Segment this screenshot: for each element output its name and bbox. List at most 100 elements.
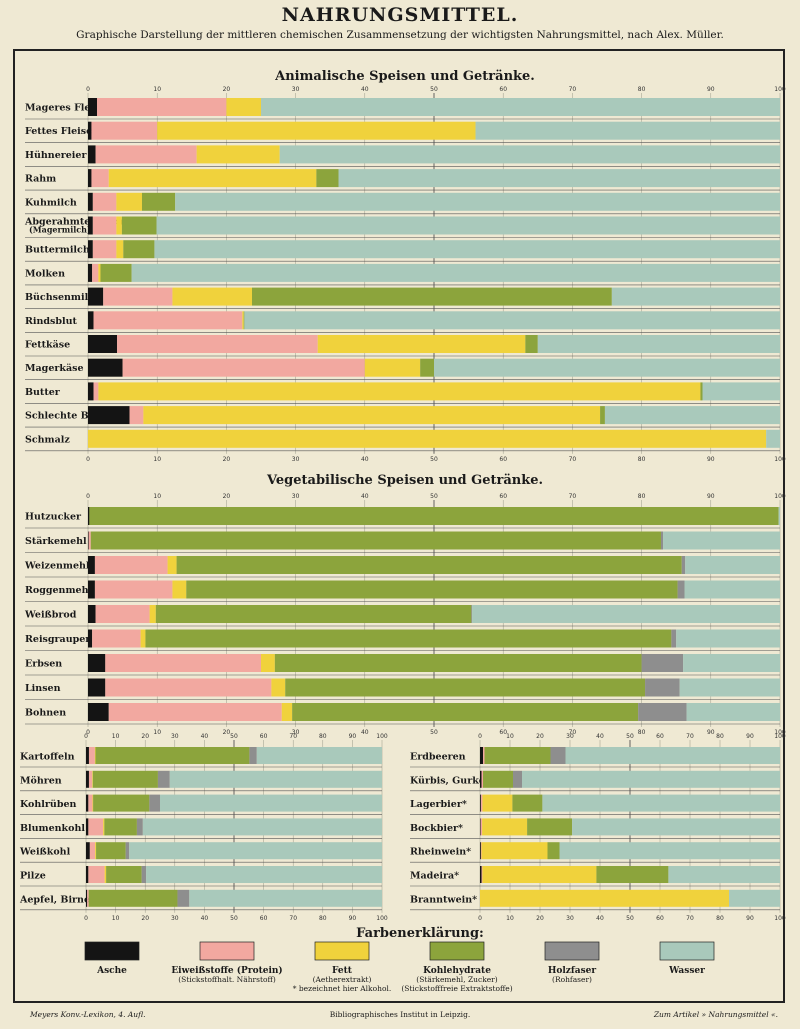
x-tick-label: 70 bbox=[289, 915, 297, 922]
x-tick-label: 80 bbox=[319, 915, 327, 922]
bar-segment-kohlehydrate bbox=[92, 770, 158, 788]
footer-center: Bibliographisches Institut in Leipzig. bbox=[329, 1010, 471, 1019]
x-tick-label: 20 bbox=[223, 729, 231, 736]
x-tick-label: 80 bbox=[638, 493, 646, 500]
bar-segment-wasser bbox=[189, 889, 382, 907]
bar-segment-asche bbox=[480, 842, 481, 860]
bar-segment-kohlehydrate bbox=[186, 580, 678, 599]
bar-row-schlechte-butter: Schlechte Butter bbox=[25, 406, 780, 428]
bar-row-blumenkohl: Blumenkohl bbox=[20, 818, 382, 839]
bar-segment-kohlehydrate bbox=[292, 703, 639, 721]
bar-row-reisgraupen: Reisgraupen bbox=[25, 629, 780, 651]
bar-segment-fett bbox=[481, 842, 548, 860]
bar-segment-asche bbox=[88, 311, 94, 330]
bar-segment-fett bbox=[98, 382, 701, 401]
category-label: Magerkäse bbox=[25, 363, 84, 374]
bar-row-erbsen: Erbsen bbox=[25, 654, 780, 676]
bar-row-buechsenmilch: Büchsenmilch bbox=[25, 287, 780, 309]
bar-segment-asche bbox=[88, 629, 93, 648]
bar-segment-wasser bbox=[686, 703, 780, 721]
bar-segment-wasser bbox=[338, 169, 780, 188]
bar-segment-eiweiss bbox=[94, 580, 173, 599]
x-tick-label: 10 bbox=[153, 86, 161, 93]
bar-row-weisskohl: Weißkohl bbox=[19, 842, 382, 863]
x-tick-label: 10 bbox=[112, 733, 120, 740]
x-tick-label: 50 bbox=[430, 86, 438, 93]
x-tick-label: 0 bbox=[86, 456, 90, 463]
bar-segment-fett bbox=[271, 678, 286, 697]
bar-segment-fett bbox=[92, 770, 93, 788]
x-tick-label: 100 bbox=[774, 493, 786, 500]
category-label: Schmalz bbox=[25, 434, 70, 445]
bar-segment-wasser bbox=[778, 507, 780, 525]
bar-segment-eiweiss bbox=[88, 818, 104, 836]
bar-segment-asche bbox=[88, 98, 97, 116]
category-label: Büchsenmilch bbox=[25, 292, 101, 303]
bar-row-rahm: Rahm bbox=[25, 169, 780, 191]
bar-segment-wasser bbox=[434, 358, 780, 377]
bar-row-kuhmilch: Kuhmilch bbox=[25, 192, 780, 215]
legend-label-holzfaser: Holzfaser bbox=[548, 966, 597, 976]
category-label: Bockbier* bbox=[410, 823, 463, 834]
category-label: Erdbeeren bbox=[410, 752, 466, 763]
x-tick-label: 90 bbox=[349, 733, 357, 740]
category-label: Pilze bbox=[20, 871, 46, 882]
bar-segment-fett bbox=[364, 358, 421, 377]
panel-lower-left: 0 10 20 30 40 50 60 70 80 90 100 0 10 20 30 40 50 60 70 80 9… bbox=[19, 733, 388, 922]
legend-swatch-eiweiss bbox=[199, 941, 255, 961]
bar-segment-eiweiss bbox=[105, 654, 261, 672]
bar-segment-asche bbox=[86, 818, 89, 836]
bar-segment-wasser bbox=[604, 406, 780, 425]
bar-segment-kohlehydrate bbox=[104, 818, 137, 836]
x-tick-label: 50 bbox=[430, 493, 438, 500]
x-tick-label: 40 bbox=[361, 456, 369, 463]
x-tick-label: 40 bbox=[361, 729, 369, 736]
bar-row-kohlrueben: Kohlrüben bbox=[20, 794, 382, 815]
bar-segment-kohlehydrate bbox=[243, 311, 245, 330]
x-tick-label: 40 bbox=[361, 493, 369, 500]
bar-segment-eiweiss bbox=[92, 629, 141, 648]
bar-segment-asche bbox=[88, 121, 92, 140]
bar-segment-asche bbox=[88, 605, 96, 623]
bar-segment-eiweiss bbox=[91, 169, 109, 188]
category-sublabel: (Magermilch) bbox=[29, 225, 91, 235]
bar-segment-holzfaser bbox=[671, 629, 677, 648]
panel-vegetable: 0 10 20 30 40 50 60 70 80 90 100 0 10 20 30 40 50 60 70 80 9… bbox=[24, 493, 786, 736]
bar-segment-eiweiss bbox=[88, 531, 91, 550]
x-tick-label: 100 bbox=[774, 733, 786, 740]
bar-segment-kohlehydrate bbox=[121, 216, 157, 235]
bar-segment-wasser bbox=[676, 629, 780, 648]
bar-row-fettkaese: Fettkäse bbox=[25, 335, 780, 357]
x-tick-label: 0 bbox=[84, 915, 88, 922]
x-tick-label: 100 bbox=[774, 456, 786, 463]
x-tick-label: 80 bbox=[716, 733, 724, 740]
bar-segment-eiweiss bbox=[480, 842, 482, 860]
bar-segment-eiweiss bbox=[88, 866, 105, 883]
bar-segment-fett bbox=[116, 192, 142, 211]
bar-segment-eiweiss bbox=[88, 747, 95, 764]
bar-segment-wasser bbox=[559, 842, 780, 860]
bar-segment-asche bbox=[88, 382, 94, 401]
category-label: Erbsen bbox=[25, 659, 62, 670]
bar-row-madeira: Madeira* bbox=[410, 866, 780, 887]
bar-segment-kohlehydrate bbox=[123, 240, 155, 259]
bar-segment-kohlehydrate bbox=[600, 406, 605, 425]
bar-segment-eiweiss bbox=[103, 287, 173, 306]
bar-segment-asche bbox=[88, 507, 90, 525]
bar-segment-asche bbox=[88, 580, 95, 599]
bar-row-erdbeeren: Erdbeeren bbox=[410, 747, 780, 768]
bar-segment-asche bbox=[88, 263, 93, 282]
x-tick-label: 60 bbox=[656, 915, 664, 922]
legend-sub2-kohlehydrate: (Stickstofffreie Extraktstoffe) bbox=[401, 984, 512, 993]
x-tick-label: 50 bbox=[626, 733, 634, 740]
bar-segment-fett bbox=[104, 866, 107, 883]
bar-segment-eiweiss bbox=[481, 770, 483, 788]
bar-segment-eiweiss bbox=[93, 311, 243, 330]
x-tick-label: 0 bbox=[86, 86, 90, 93]
bar-segment-wasser bbox=[169, 770, 382, 788]
x-tick-label: 60 bbox=[499, 493, 507, 500]
category-label: Rindsblut bbox=[25, 316, 78, 327]
bar-segment-holzfaser bbox=[513, 770, 522, 788]
bar-segment-asche bbox=[88, 169, 92, 188]
category-label: Rahm bbox=[25, 174, 56, 185]
